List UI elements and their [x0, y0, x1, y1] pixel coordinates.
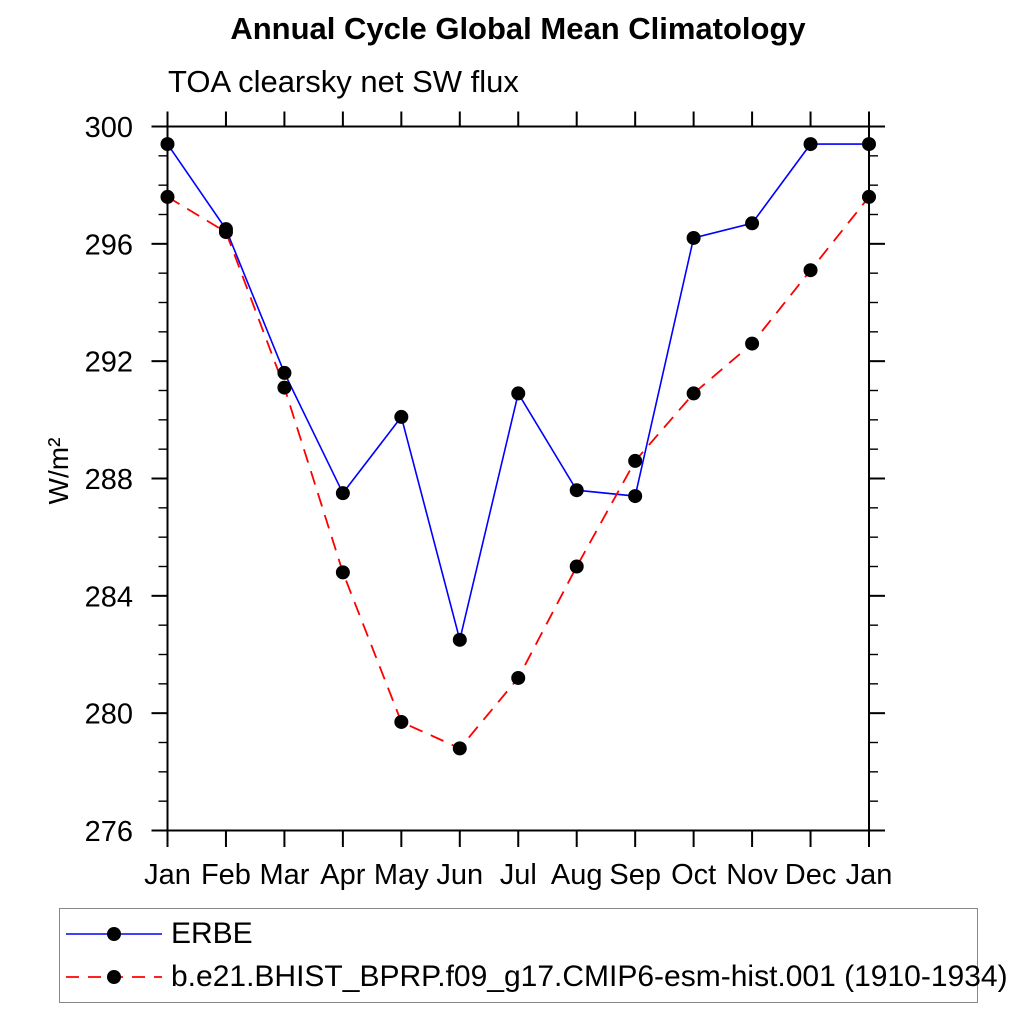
y-tick-label: 280 — [85, 699, 133, 731]
model-data-point — [628, 453, 643, 468]
chart-subtitle: TOA clearsky net SW flux — [168, 64, 519, 99]
erbe-data-point — [511, 386, 526, 401]
plot-frame — [166, 125, 870, 832]
x-tick-label: Apr — [320, 859, 365, 891]
model-data-point — [218, 225, 233, 240]
erbe-data-point — [745, 216, 760, 231]
erbe-data-point — [452, 632, 467, 647]
model-data-point — [452, 741, 467, 756]
x-tick-label: Dec — [785, 859, 837, 891]
erbe-line-sample — [66, 927, 162, 941]
erbe-data-point — [335, 486, 350, 501]
erbe-data-point — [628, 489, 643, 504]
y-tick-label: 300 — [85, 112, 133, 144]
erbe-data-point — [277, 365, 292, 380]
model-data-point — [394, 714, 409, 729]
erbe-data-point — [803, 137, 818, 152]
chart-title: Annual Cycle Global Mean Climatology — [230, 11, 806, 46]
legend-box: ERBE b.e21.BHIST_BPRP.f09_g17.CMIP6-esm-… — [59, 908, 1008, 1003]
legend-label-erbe: ERBE — [171, 917, 253, 950]
erbe-sample-marker — [107, 927, 121, 941]
erbe-data-point — [862, 137, 876, 152]
x-tick-label: Jul — [500, 859, 537, 891]
x-tick-label: Sep — [609, 859, 661, 891]
y-tick-label: 284 — [85, 581, 133, 613]
erbe-data-point — [160, 137, 175, 152]
model-data-point — [686, 386, 701, 401]
legend-label-model: b.e21.BHIST_BPRP.f09_g17.CMIP6-esm-hist.… — [171, 960, 1008, 993]
model-data-point — [745, 336, 760, 351]
y-tick-label: 276 — [85, 816, 133, 848]
y-tick-label: 288 — [85, 464, 133, 496]
model-data-point — [335, 565, 350, 580]
legend-item-model: b.e21.BHIST_BPRP.f09_g17.CMIP6-esm-hist.… — [60, 959, 1008, 995]
model-data-point — [277, 380, 292, 395]
x-tick-label: Feb — [201, 859, 251, 891]
x-tick-label: Nov — [726, 859, 778, 891]
model-data-point — [803, 263, 818, 278]
model-data-point — [862, 189, 876, 204]
x-tick-label: Oct — [671, 859, 716, 891]
model-data-point — [569, 559, 584, 574]
y-tick-label: 292 — [85, 347, 133, 379]
model-data-point — [511, 670, 526, 685]
model-series-line — [167, 196, 870, 750]
erbe-data-point — [394, 409, 409, 424]
legend-item-erbe: ERBE — [60, 916, 977, 952]
y-tick-label: 296 — [85, 229, 133, 261]
erbe-data-point — [569, 483, 584, 498]
x-tick-label: Jan — [846, 859, 893, 891]
model-sample-marker — [107, 970, 121, 984]
model-data-point — [160, 189, 175, 204]
x-tick-label: Jun — [436, 859, 483, 891]
model-line-sample — [66, 970, 162, 984]
x-tick-label: Aug — [551, 859, 603, 891]
x-tick-label: Mar — [259, 859, 309, 891]
x-tick-label: May — [374, 859, 429, 891]
erbe-data-point — [686, 230, 701, 245]
x-tick-label: Jan — [144, 859, 191, 891]
